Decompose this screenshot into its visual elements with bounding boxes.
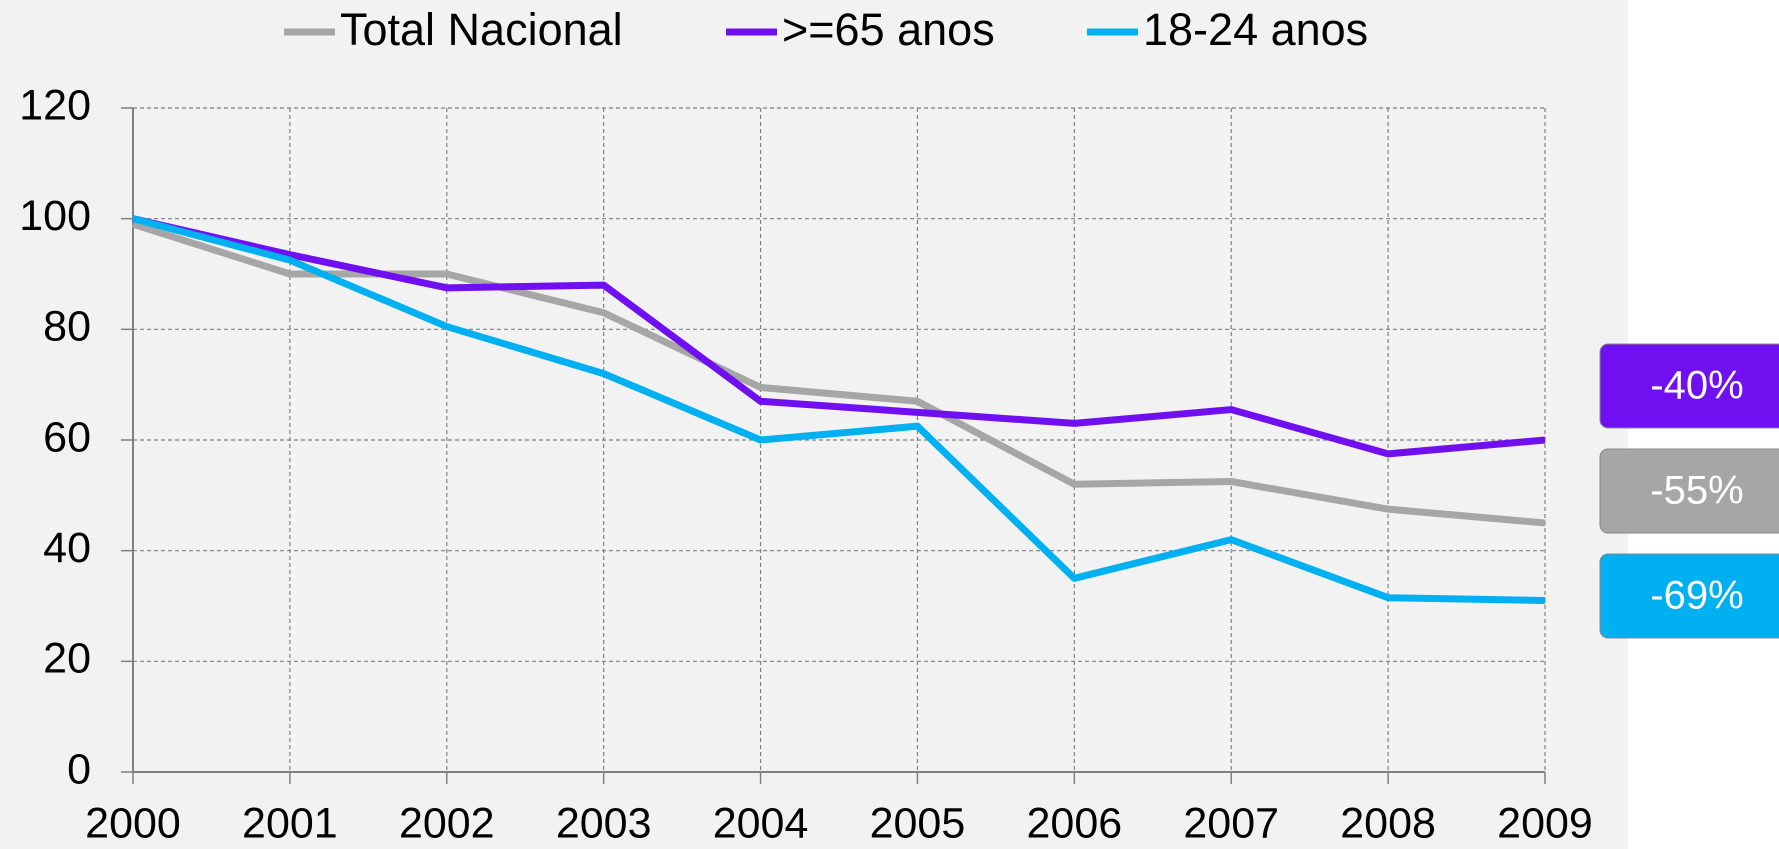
annotation-label: -55% [1650,469,1743,513]
x-tick-label: 2003 [556,799,652,847]
y-tick-label: 100 [19,192,91,240]
legend-label: 18-24 anos [1143,4,1368,55]
annotation-box [1599,343,1779,429]
y-tick-label: 120 [19,81,91,129]
x-tick-label: 2005 [870,799,966,847]
series-line [132,215,1546,604]
x-tick-label: 2007 [1183,799,1279,847]
x-tick-label: 2001 [242,799,338,847]
y-tick-label: 80 [43,303,91,351]
y-tick-label: 60 [43,413,91,461]
legend-label: Total Nacional [340,4,623,55]
x-tick-label: 2009 [1497,799,1593,847]
x-tick-label: 2004 [713,799,809,847]
annotation-label: -69% [1650,574,1743,618]
series-line [132,215,1546,458]
y-tick-label: 0 [67,745,91,793]
y-tick-label: 20 [43,635,91,683]
y-tick-label: 40 [43,524,91,572]
x-tick-label: 2006 [1026,799,1122,847]
x-tick-label: 2008 [1340,799,1436,847]
x-tick-label: 2002 [399,799,495,847]
x-tick-label: 2000 [85,799,181,847]
legend-label: >=65 anos [782,4,995,55]
annotation-box [1599,553,1779,639]
chart-background [0,0,1628,849]
annotation-box [1599,448,1779,534]
annotation-label: -40% [1650,364,1743,408]
